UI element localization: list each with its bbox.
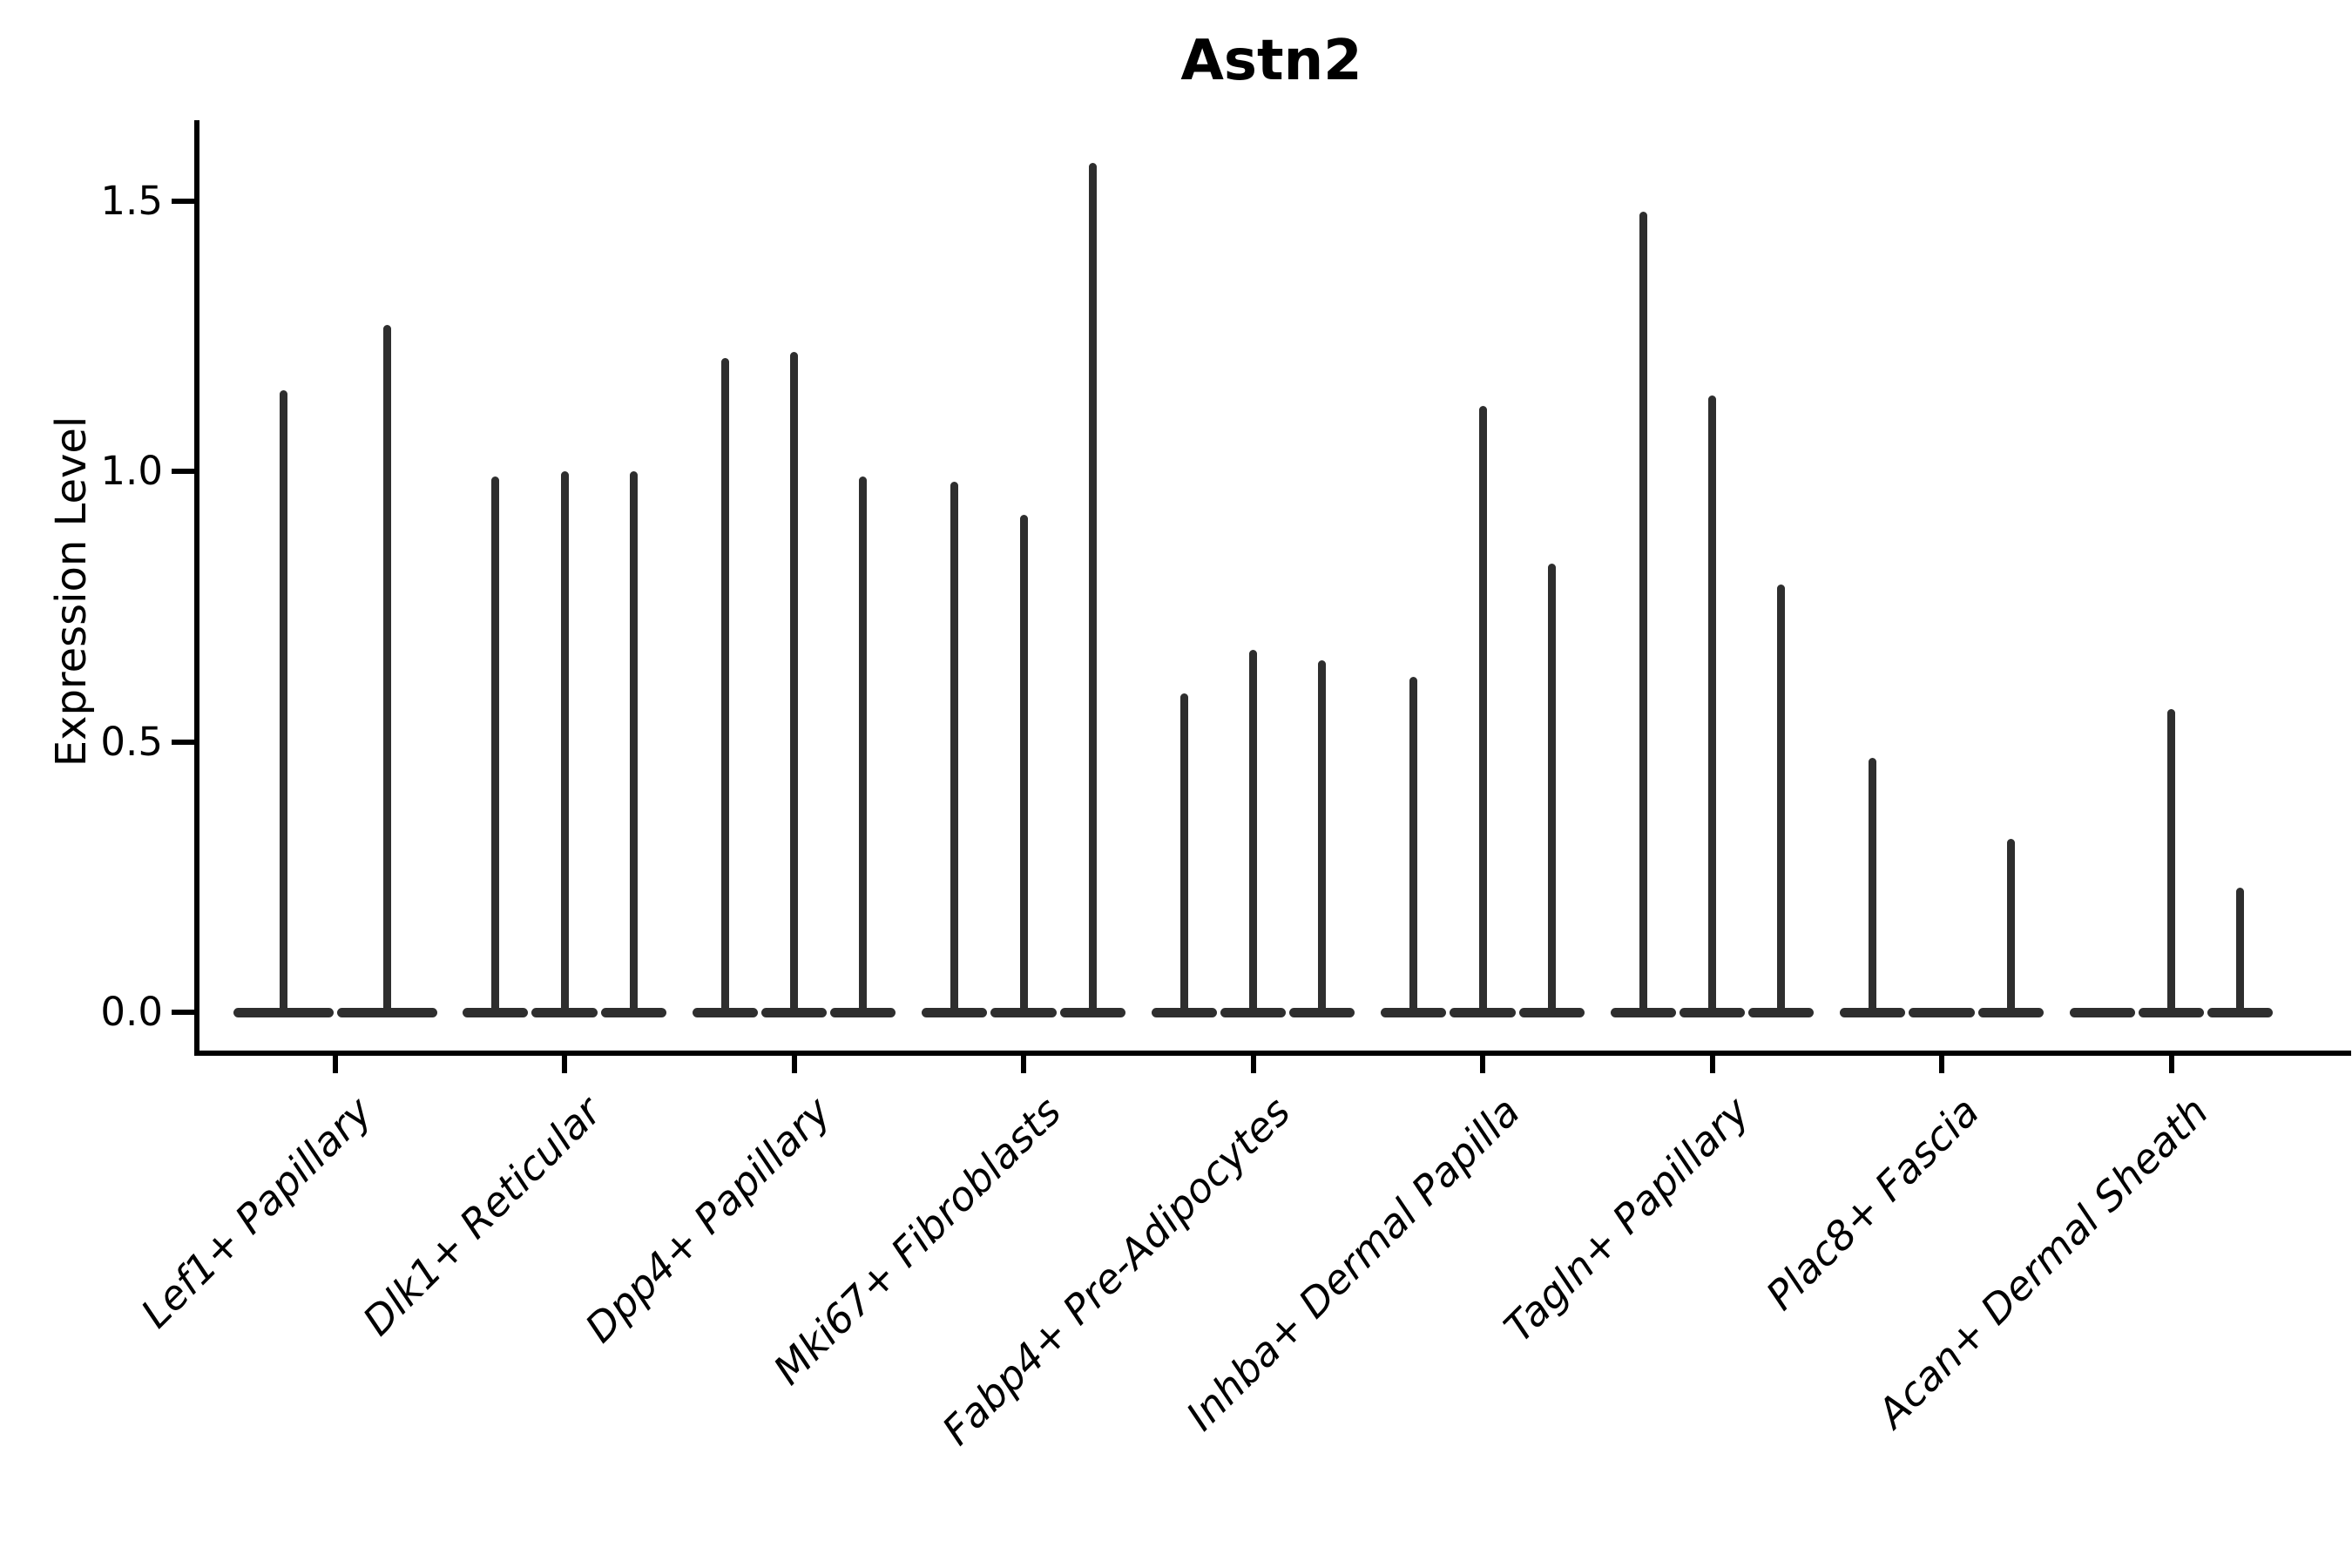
x-axis-tick-label: Dlk1+ Reticular [354,1087,611,1345]
violin-spike [382,325,391,1016]
chart-title: Astn2 [1180,29,1362,93]
violin-spike [1409,676,1418,1016]
violin-spike [279,389,287,1016]
violin-spike [629,471,638,1016]
violin-spike [1019,514,1028,1016]
violin-spike [1318,660,1327,1016]
y-axis-label: Expression Level [47,416,96,767]
plot-area [194,120,2351,1056]
violin-spike [2236,888,2245,1016]
x-axis-tick [332,1051,338,1073]
violin-spike [560,471,569,1016]
x-axis-tick [1021,1051,1026,1073]
violin-spike [2167,709,2175,1016]
x-axis-tick-label: Lef1+ Papillary [132,1087,382,1337]
violin-spike [1179,693,1188,1016]
y-axis-tick-label: 0.5 [100,718,163,765]
violin-spike [2006,839,2015,1016]
violin-spike [1478,406,1487,1016]
x-axis-tick [2168,1051,2174,1073]
y-axis-tick [172,198,194,204]
violin-spike [1088,163,1097,1016]
violin-spike [859,476,868,1016]
y-axis-tick [172,739,194,745]
x-axis-tick-label: Dpp4+ Papillary [576,1087,841,1352]
y-axis-tick-label: 1.0 [100,448,163,494]
x-axis-tick-label: Tagln+ Papillary [1495,1087,1759,1352]
violin-base [1909,1008,1975,1017]
x-axis-tick [1480,1051,1485,1073]
y-axis-tick [172,469,194,474]
x-axis-tick [1250,1051,1256,1073]
x-axis-tick [1939,1051,1944,1073]
violin-base [2069,1008,2135,1017]
x-axis-tick-label: Plac8+ Fascia [1756,1087,1988,1320]
violin-spike [1708,395,1716,1016]
violin-spike [1777,585,1786,1016]
violin-spike [1639,211,1647,1016]
x-axis-tick [1709,1051,1715,1073]
violin-spike [790,352,798,1016]
y-axis-tick-label: 1.5 [100,177,163,224]
y-axis-tick [172,1010,194,1015]
violin-spike [720,357,729,1016]
violin-spike [1869,758,1877,1016]
violin-spike [1547,563,1556,1016]
y-axis-tick-label: 0.0 [100,989,163,1035]
violin-spike [950,482,959,1016]
x-axis-tick [562,1051,567,1073]
violin-spike [1249,649,1257,1016]
violin-spike [491,476,500,1016]
x-axis-tick [791,1051,797,1073]
